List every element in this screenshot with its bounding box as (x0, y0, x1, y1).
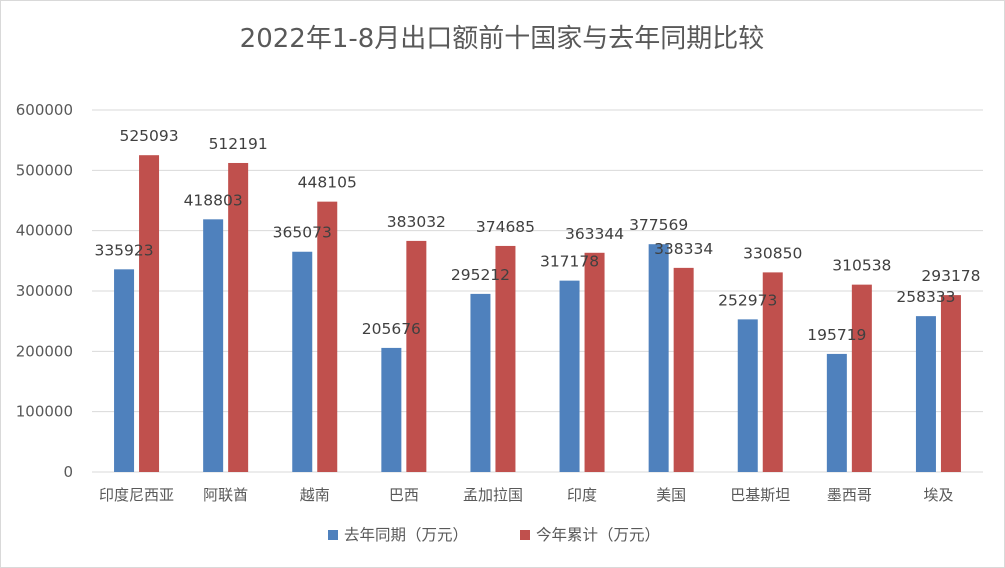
x-category-label: 巴基斯坦 (730, 486, 790, 504)
legend: 去年同期（万元） 今年累计（万元） (328, 526, 660, 544)
data-label: 293178 (921, 267, 980, 285)
x-category-label: 墨西哥 (827, 486, 872, 504)
y-tick-label: 500000 (16, 161, 73, 179)
y-tick-label: 100000 (16, 403, 73, 421)
data-label: 374685 (476, 218, 535, 236)
y-tick-label: 200000 (16, 342, 73, 360)
bar-this-year (851, 284, 872, 472)
y-tick-label: 400000 (16, 222, 73, 240)
data-label: 310538 (832, 257, 891, 275)
bar-last-year (737, 319, 758, 472)
bar-this-year (139, 155, 160, 472)
x-axis-categories: 印度尼西亚 阿联酋 越南 巴西 孟加拉国 印度 美国 巴基斯坦 墨西哥 埃及 (99, 486, 953, 504)
data-label: 205676 (362, 320, 421, 338)
bar-this-year (940, 295, 961, 472)
bar-last-year (114, 269, 135, 472)
data-label: 195719 (807, 326, 866, 344)
bar-this-year (228, 162, 249, 473)
y-tick-label: 300000 (16, 282, 73, 300)
data-label: 383032 (387, 213, 446, 231)
bar-this-year (584, 252, 605, 472)
x-category-label: 孟加拉国 (463, 486, 523, 504)
chart-title: 2022年1-8月出口额前十国家与去年同期比较 (240, 24, 765, 54)
bar-this-year (406, 240, 427, 472)
x-category-label: 阿联酋 (203, 486, 248, 504)
x-category-label: 越南 (300, 486, 330, 504)
bar-this-year (495, 245, 516, 472)
data-label: 317178 (540, 253, 599, 271)
data-label: 365073 (273, 224, 332, 242)
legend-label: 去年同期（万元） (344, 526, 468, 544)
bar-last-year (292, 251, 313, 472)
bar-last-year (470, 293, 491, 472)
x-category-label: 印度 (567, 486, 597, 504)
data-label: 377569 (629, 216, 688, 234)
x-category-label: 埃及 (923, 486, 953, 504)
bar-this-year (317, 201, 338, 472)
legend-swatch (328, 530, 338, 540)
data-label: 338334 (654, 240, 713, 258)
data-label: 418803 (184, 191, 243, 209)
y-axis-ticks: 0 100000 200000 300000 400000 500000 600000 (16, 101, 73, 481)
bar-last-year (203, 219, 224, 472)
bar-last-year (915, 316, 936, 472)
bars (114, 155, 961, 473)
bar-this-year (673, 267, 694, 472)
data-label: 363344 (565, 225, 624, 243)
bar-this-year (762, 272, 783, 472)
y-tick-label: 600000 (16, 101, 73, 119)
y-tick-label: 0 (63, 463, 73, 481)
gridlines (92, 109, 983, 473)
data-label: 525093 (119, 127, 178, 145)
data-label: 330850 (743, 244, 802, 262)
data-label: 512191 (209, 135, 268, 153)
data-label: 252973 (718, 291, 777, 309)
bar-last-year (826, 353, 847, 472)
data-label: 258333 (896, 288, 955, 306)
bar-last-year (381, 347, 402, 472)
legend-swatch (520, 530, 530, 540)
x-category-label: 巴西 (389, 486, 419, 504)
bar-last-year (648, 244, 669, 472)
x-category-label: 印度尼西亚 (99, 486, 174, 504)
data-label: 295212 (451, 266, 510, 284)
x-category-label: 美国 (656, 486, 686, 504)
legend-label: 今年累计（万元） (536, 526, 660, 544)
bar-last-year (559, 280, 580, 472)
data-label: 448105 (298, 174, 357, 192)
data-label: 335923 (94, 241, 153, 259)
data-labels: 335923 525093 418803 512191 365073 448105 2056… (94, 127, 980, 344)
